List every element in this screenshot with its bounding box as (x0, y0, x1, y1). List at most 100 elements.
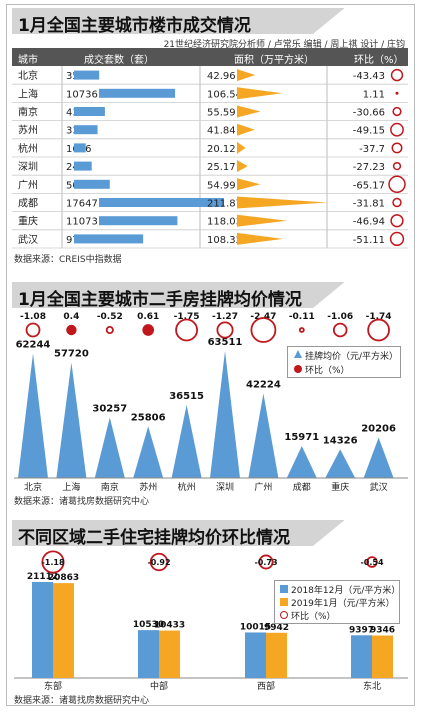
section1-source: 数据来源：CREIS中指数据 (14, 255, 122, 265)
mom-circle (389, 231, 405, 247)
mom-dot (142, 324, 155, 336)
city-label: 南京 (18, 106, 38, 119)
mom-circle (392, 106, 402, 117)
mom-circle (332, 322, 348, 338)
price-spike (325, 449, 356, 478)
price-spike (171, 404, 202, 478)
city-tick: 广州 (254, 481, 272, 493)
city-tick: 深圳 (216, 482, 234, 493)
mom-value: -49.15 (353, 126, 385, 137)
price-spike (248, 393, 279, 478)
units-bar (74, 70, 100, 80)
dec-value-label: 21112 (27, 572, 58, 582)
mom-value: -43.43 (353, 71, 385, 82)
area-value: 42.96 (207, 71, 236, 82)
infographic-frame (6, 4, 415, 706)
area-triangle (237, 160, 248, 173)
bar-jan (372, 635, 393, 678)
city-tick: 北京 (24, 481, 42, 493)
jan-value-label: 10433 (154, 621, 185, 631)
area-triangle (237, 69, 256, 82)
units-value: 10736 (66, 89, 98, 100)
jan-value-label: 9346 (370, 626, 395, 636)
mom-label: -1.27 (212, 312, 238, 322)
mom-value: 1.11 (363, 89, 385, 100)
mom-circle (390, 68, 404, 82)
mom-circle (25, 322, 41, 338)
city-label: 成都 (18, 198, 38, 210)
mom-label: -0.52 (97, 312, 123, 322)
city-label: 深圳 (18, 161, 38, 173)
units-bar (99, 216, 178, 226)
mom-label: 0.4 (63, 312, 79, 322)
section2-banner: 1月全国主要城市二手房挂牌均价情况 (12, 282, 408, 310)
header-city: 城市 (18, 55, 38, 66)
legend-mom3-label: 环比（%） (291, 612, 336, 622)
legend-jan-swatch (280, 598, 288, 606)
units-bar (99, 88, 176, 98)
jan-value-label: 20863 (48, 573, 79, 583)
mom-value: -30.66 (353, 108, 385, 119)
legend-mom-label: 环比（%） (305, 366, 350, 376)
mom-circle (390, 122, 404, 137)
author-credit: 21世纪经济研究院分析师 / 卢常乐 编辑 / 周上祺 设计 / 庄钧 (163, 40, 405, 50)
mom-circle (366, 556, 378, 568)
legend-red-dot-icon (294, 365, 302, 373)
city-label: 杭州 (18, 142, 38, 155)
bar-dec (138, 630, 159, 678)
mom-circle (175, 318, 199, 342)
city-label: 上海 (18, 87, 38, 100)
price-label: 25806 (131, 412, 166, 423)
city-tick: 上海 (62, 481, 80, 493)
jan-value-label: 9942 (264, 623, 289, 633)
mom-label: -2.47 (250, 312, 276, 322)
city-tick: 武汉 (370, 481, 388, 493)
city-tick: 南京 (101, 481, 119, 493)
mom-circle (258, 554, 274, 570)
city-tick: 苏州 (139, 481, 157, 493)
area-value: 211.87 (207, 199, 242, 210)
mom-circle (298, 327, 305, 333)
area-triangle (237, 178, 261, 191)
header-units: 成交套数（套） (84, 55, 154, 66)
mom-label: -1.74 (366, 312, 392, 322)
price-spike (94, 417, 125, 478)
legend-price-label: 挂牌均价（元/平方米） (305, 352, 399, 362)
mom-circle (392, 161, 402, 171)
units-bar (74, 179, 110, 189)
units-bar (74, 125, 98, 135)
price-spike (210, 350, 240, 478)
mom-label: -1.18 (41, 558, 64, 567)
mom-label: -0.11 (289, 312, 315, 322)
section3-banner: 不同区域二手住宅挂牌均价环比情况 (12, 520, 408, 548)
mom-label: -0.92 (147, 558, 170, 567)
section2-banner-bg (12, 282, 345, 308)
mom-circle (391, 142, 403, 154)
mom-label: -1.75 (174, 312, 200, 322)
city-label: 苏州 (18, 124, 38, 137)
city-label: 广州 (18, 179, 38, 191)
region-tick: 中部 (150, 680, 168, 692)
mom-label: -0.54 (360, 558, 383, 567)
region-tick: 西部 (257, 680, 275, 692)
section1-banner: 1月全国主要城市楼市成交情况 (12, 8, 408, 36)
section1-banner-bg (12, 8, 345, 34)
price-spike (363, 437, 394, 478)
mom-label: -0.73 (254, 558, 277, 567)
section2-title: 1月全国主要城市二手房挂牌均价情况 (18, 290, 302, 310)
mom-circle (367, 318, 390, 342)
mom-circle (105, 325, 114, 335)
mom-circle (388, 175, 406, 194)
mom-value: -31.81 (353, 199, 385, 210)
city-tick: 成都 (293, 481, 311, 493)
price-label: 20206 (361, 424, 396, 435)
header-area: 面积（万平方米） (234, 55, 314, 66)
mom-value: -27.23 (353, 162, 385, 173)
units-bar (99, 198, 224, 207)
bar-jan (53, 583, 74, 678)
legend-dec-label: 2018年12月（元/平方米） (291, 586, 401, 596)
bar-jan (159, 630, 180, 678)
price-spike (18, 353, 48, 478)
area-value: 108.32 (207, 235, 242, 246)
